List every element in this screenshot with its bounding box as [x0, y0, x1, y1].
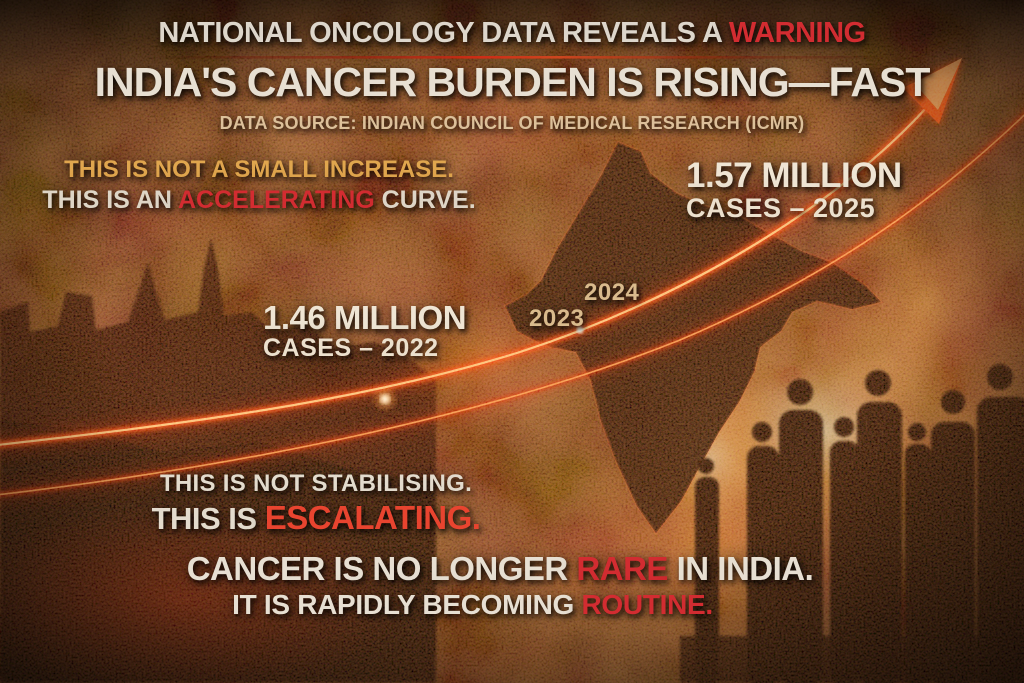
rare-line-post: IN INDIA.	[667, 550, 814, 587]
datapoint-2022-value: 1.46 MILLION	[263, 299, 467, 336]
rare-line-highlight: RARE	[576, 550, 668, 587]
kicker-warning-text: WARNING	[728, 17, 866, 49]
datapoint-2022-caption: CASES – 2022	[263, 334, 439, 363]
rare-line: CANCER IS NO LONGER RARE IN INDIA.	[0, 550, 1000, 588]
callout-accelerating: THIS IS NOT A SMALL INCREASE. THIS IS AN…	[22, 155, 496, 216]
escalating-line-highlight: ESCALATING.	[264, 499, 481, 537]
callout-line2-post: CURVE.	[374, 186, 476, 214]
routine-line: IT IS RAPIDLY BECOMING ROUTINE.	[0, 589, 945, 621]
year-label-2023: 2023	[529, 305, 585, 332]
datapoint-2025-caption: CASES – 2025	[686, 193, 876, 224]
datapoint-2025: 1.57 MILLION CASES – 2025	[686, 156, 902, 224]
callout-line2: THIS IS AN ACCELERATING CURVE.	[22, 185, 496, 216]
escalating-line-pre: THIS IS	[151, 501, 265, 537]
kicker-text: NATIONAL ONCOLOGY DATA REVEALS A	[158, 17, 729, 49]
year-label-2024: 2024	[584, 279, 640, 306]
routine-line-pre: IT IS RAPIDLY BECOMING	[232, 589, 582, 620]
main-title: INDIA'S CANCER BURDEN IS RISING—FAST	[94, 59, 931, 105]
kicker-headline: NATIONAL ONCOLOGY DATA REVEALS A WARNING	[0, 17, 1024, 50]
datapoint-2025-value: 1.57 MILLION	[686, 156, 902, 195]
data-source-line: DATA SOURCE: INDIAN COUNCIL OF MEDICAL R…	[219, 113, 805, 133]
callout-line2-pre: THIS IS AN	[42, 186, 178, 214]
footer-escalating-block: THIS IS NOT STABILISING. THIS IS ESCALAT…	[10, 470, 622, 537]
rare-line-pre: CANCER IS NO LONGER	[186, 550, 577, 587]
routine-line-highlight: ROUTINE.	[581, 589, 714, 620]
callout-line1: THIS IS NOT A SMALL INCREASE.	[64, 156, 454, 183]
stabilising-line: THIS IS NOT STABILISING.	[159, 470, 473, 497]
escalating-line: THIS IS ESCALATING.	[10, 500, 622, 536]
callout-line2-highlight: ACCELERATING	[177, 186, 375, 214]
datapoint-2022: 1.46 MILLION CASES – 2022	[263, 299, 467, 363]
